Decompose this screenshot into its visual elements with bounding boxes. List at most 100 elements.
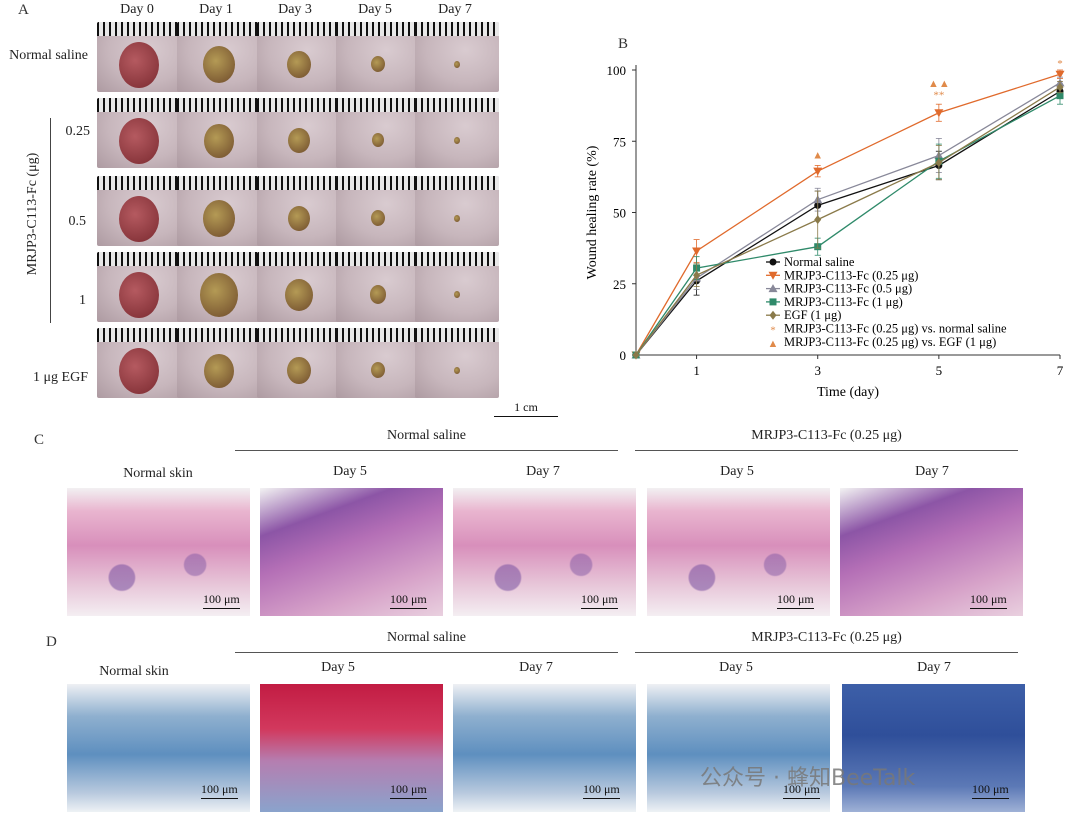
panel-d-group1-line xyxy=(235,652,618,653)
data-point xyxy=(814,215,822,225)
x-tick-label: 1 xyxy=(693,363,700,378)
scale-bar-100um: 100 μm xyxy=(777,592,814,609)
masson-mrjp3-day5-image: 100 μm xyxy=(647,684,830,812)
ruler xyxy=(97,328,181,342)
panel-c-ns-day5-label: Day 5 xyxy=(333,464,367,479)
ruler xyxy=(415,252,499,266)
panel-c-group1-line xyxy=(235,450,618,451)
ruler xyxy=(415,176,499,190)
data-point xyxy=(768,284,778,293)
legend-entry: MRJP3-C113-Fc (0.25 μg) vs. normal salin… xyxy=(784,322,1007,336)
wound-area xyxy=(454,366,460,374)
scale-bar-100um: 100 μm xyxy=(390,592,427,609)
wound-area xyxy=(204,353,234,388)
ruler xyxy=(97,252,181,266)
panel-d-letter: D xyxy=(46,634,57,650)
ruler xyxy=(257,328,341,342)
wound-area xyxy=(285,278,313,311)
scale-bar-100um: 100 μm xyxy=(203,592,240,609)
wound-area xyxy=(203,200,235,238)
wound-photo xyxy=(97,98,181,168)
data-point xyxy=(1056,82,1064,92)
y-tick-label: 100 xyxy=(607,63,627,78)
row-label-1: 1 xyxy=(79,293,86,308)
scale-bar-100um: 100 μm xyxy=(583,782,620,799)
ruler xyxy=(257,98,341,112)
panel-b-letter: B xyxy=(618,36,628,52)
series-line xyxy=(635,90,1061,356)
panel-d-group2-line xyxy=(635,652,1018,653)
wound-photo xyxy=(257,98,341,168)
scale-bar-1cm: 1 cm xyxy=(494,400,558,417)
legend-entry: Normal saline xyxy=(784,255,855,269)
masson-normal-saline-day5-image: 100 μm xyxy=(260,684,443,812)
panel-d-mrjp-day7-label: Day 7 xyxy=(917,660,951,675)
data-point xyxy=(935,158,943,168)
wound-photo xyxy=(336,252,420,322)
panel-c-letter: C xyxy=(34,432,45,448)
scale-bar-100um: 100 μm xyxy=(581,592,618,609)
wound-photo xyxy=(336,328,420,398)
panel-d-group2-label: MRJP3-C113-Fc (0.25 μg) xyxy=(751,630,902,645)
ruler xyxy=(257,176,341,190)
data-point xyxy=(1055,70,1065,79)
he-normal-skin-image: 100 μm xyxy=(67,488,250,616)
wound-photo xyxy=(257,252,341,322)
scale-bar-100um: 100 μm xyxy=(201,782,238,799)
wound-photo xyxy=(97,328,181,398)
wound-photo xyxy=(177,98,261,168)
ruler xyxy=(177,252,261,266)
wound-area xyxy=(119,42,159,88)
y-tick-label: 0 xyxy=(620,348,627,363)
wound-area xyxy=(204,123,234,158)
data-point xyxy=(1056,92,1064,100)
he-mrjp3-day7-image: 100 μm xyxy=(840,488,1023,616)
data-point xyxy=(692,247,702,256)
ruler xyxy=(177,22,261,36)
row-label-0-5: 0.5 xyxy=(68,214,87,229)
ruler xyxy=(177,328,261,342)
ruler xyxy=(177,98,261,112)
wound-healing-chart: B 0 25 50 75 100 1 3 5 7 Time (day) Wound healing r… xyxy=(585,36,1065,400)
wound-area xyxy=(370,285,386,304)
y-tick-label: 25 xyxy=(613,277,626,292)
scale-bar-100um: 100 μm xyxy=(783,782,820,799)
x-axis-label: Time (day) xyxy=(817,385,879,400)
data-point xyxy=(769,310,777,320)
significance-mark: ▲ xyxy=(812,149,823,161)
panel-c-ns-day7-label: Day 7 xyxy=(526,464,560,479)
wound-photo xyxy=(257,22,341,92)
y-axis-label: Wound healing rate (%) xyxy=(585,145,600,279)
wound-photo xyxy=(336,176,420,246)
masson-mrjp3-day7-image: 100 μm xyxy=(842,684,1025,812)
data-point xyxy=(934,109,944,118)
series-line xyxy=(635,95,1061,356)
ruler xyxy=(336,252,420,266)
day-label-7: Day 7 xyxy=(438,2,472,17)
group-label-mrjp3: MRJP3-C113-Fc (μg) xyxy=(25,152,40,276)
series-line xyxy=(635,82,1061,356)
legend-significance-symbol: ▲ xyxy=(768,338,779,350)
data-point xyxy=(769,258,777,266)
data-point xyxy=(768,271,778,280)
wound-area xyxy=(371,210,385,227)
panel-c-mrjp-day7-label: Day 7 xyxy=(915,464,949,479)
ruler xyxy=(97,176,181,190)
wound-photo xyxy=(97,22,181,92)
wound-photo xyxy=(97,252,181,322)
wound-area xyxy=(371,362,385,379)
he-normal-saline-day7-image: 100 μm xyxy=(453,488,636,616)
y-tick-label: 50 xyxy=(613,206,626,221)
x-tick-label: 5 xyxy=(936,363,943,378)
ruler xyxy=(415,98,499,112)
series-line xyxy=(635,86,1061,356)
wound-photo xyxy=(336,98,420,168)
legend-entry: MRJP3-C113-Fc (0.25 μg) vs. EGF (1 μg) xyxy=(784,335,996,349)
panel-c-group2-line xyxy=(635,450,1018,451)
day-label-1: Day 1 xyxy=(199,2,233,17)
series-line xyxy=(635,73,1061,356)
masson-normal-skin-image: 100 μm xyxy=(67,684,250,812)
wound-photo xyxy=(415,176,499,246)
wound-photo xyxy=(97,176,181,246)
masson-normal-saline-day7-image: 100 μm xyxy=(453,684,636,812)
